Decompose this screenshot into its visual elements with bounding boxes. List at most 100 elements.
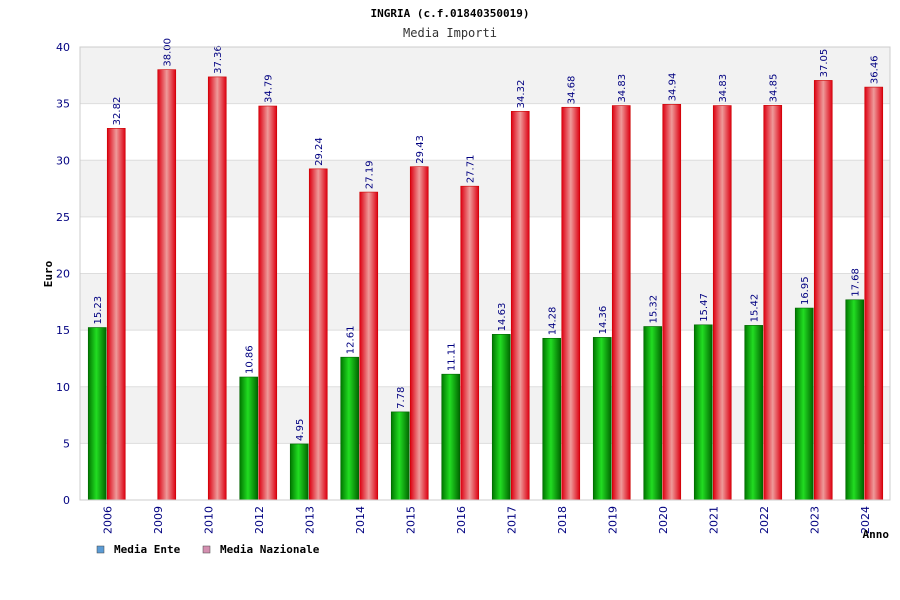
data-label: 27.19 [365, 160, 376, 189]
bar-media-nazionale [864, 86, 884, 501]
bars [87, 69, 884, 501]
data-label: 14.28 [548, 307, 559, 336]
x-tick-label: 2019 [606, 506, 619, 534]
bar-media-nazionale [157, 69, 177, 501]
data-label: 37.36 [213, 45, 224, 74]
chart-subtitle: Media Importi [403, 26, 497, 40]
data-label: 34.32 [516, 80, 527, 109]
bar-media-ente [845, 299, 865, 501]
data-label: 36.46 [870, 55, 881, 84]
x-tick-label: 2006 [101, 506, 114, 534]
y-tick-label: 35 [56, 98, 70, 111]
legend-swatch-media-ente [96, 545, 105, 554]
data-label: 34.83 [718, 74, 729, 103]
x-axis-ticks: 2006 2009 2010 2012 2013 2014 2015 2016 2017 2018… [101, 506, 872, 534]
bar-media-nazionale [712, 105, 732, 501]
y-tick-label: 0 [63, 494, 70, 507]
data-label: 14.63 [497, 303, 508, 332]
bar-media-ente [643, 326, 663, 501]
bar-media-nazionale [662, 104, 682, 501]
bar-media-ente [693, 324, 713, 501]
data-label: 34.83 [617, 74, 628, 103]
data-label: 29.43 [415, 135, 426, 164]
bar-media-ente [794, 307, 814, 501]
bar-media-nazionale [510, 111, 530, 501]
x-tick-label: 2023 [808, 506, 821, 534]
bar-media-ente [239, 376, 259, 501]
x-tick-label: 2009 [152, 506, 165, 534]
bar-media-nazionale [409, 166, 429, 501]
data-labels: 15.23 32.82 38.00 37.36 10.86 34.79 4.95 29.24 1… [93, 38, 881, 441]
bar-media-ente [592, 337, 612, 501]
bar-media-nazionale [460, 185, 480, 501]
y-axis-label: Euro [42, 260, 55, 287]
legend-label-media-ente: Media Ente [114, 543, 181, 556]
legend: Media Ente Media Nazionale [96, 543, 320, 556]
legend-label-media-nazionale: Media Nazionale [220, 543, 320, 556]
data-label: 11.11 [447, 343, 458, 372]
legend-swatch-media-nazionale [202, 545, 211, 554]
bar-media-nazionale [359, 191, 379, 501]
data-label: 15.47 [699, 293, 710, 322]
x-tick-label: 2024 [859, 506, 872, 534]
y-tick-label: 5 [63, 437, 70, 450]
bar-media-ente [441, 373, 461, 501]
data-label: 38.00 [163, 38, 174, 67]
bar-media-ente [340, 356, 360, 501]
plot-border [79, 46, 891, 501]
bar-media-ente [390, 411, 410, 501]
data-label: 15.32 [649, 295, 660, 324]
y-tick-label: 20 [56, 268, 70, 281]
data-label: 15.42 [750, 294, 761, 323]
data-label: 7.78 [396, 387, 407, 409]
x-tick-label: 2020 [657, 506, 670, 534]
bar-media-nazionale [813, 80, 833, 501]
bar-media-nazionale [611, 105, 631, 501]
data-label: 17.68 [851, 268, 862, 297]
bar-media-nazionale [258, 105, 278, 501]
data-label: 34.85 [769, 74, 780, 103]
x-tick-label: 2017 [505, 506, 518, 534]
bar-media-ente [289, 443, 309, 501]
data-label: 27.71 [466, 155, 477, 184]
x-tick-label: 2010 [202, 506, 215, 534]
data-label: 14.36 [598, 306, 609, 335]
y-tick-label: 30 [56, 154, 70, 167]
data-label: 34.79 [264, 74, 275, 103]
x-tick-label: 2014 [354, 506, 367, 534]
data-label: 16.95 [800, 276, 811, 305]
bar-media-nazionale [207, 76, 227, 501]
y-tick-label: 10 [56, 381, 70, 394]
y-tick-label: 40 [56, 41, 70, 54]
x-tick-label: 2016 [455, 506, 468, 534]
data-label: 12.61 [346, 326, 357, 355]
data-label: 29.24 [314, 137, 325, 166]
x-axis-label: Anno [863, 528, 890, 541]
bar-media-ente [87, 327, 107, 501]
x-tick-label: 2012 [253, 506, 266, 534]
bar-media-nazionale [308, 168, 328, 501]
bar-media-ente [491, 334, 511, 501]
data-label: 4.95 [295, 419, 306, 441]
y-tick-label: 15 [56, 324, 70, 337]
data-label: 34.68 [567, 76, 578, 105]
bar-media-nazionale [561, 106, 581, 501]
data-label: 34.94 [668, 73, 679, 102]
y-tick-label: 25 [56, 211, 70, 224]
y-axis-ticks: 0 5 10 15 20 25 30 35 40 [56, 41, 70, 507]
data-label: 10.86 [245, 345, 256, 374]
data-label: 37.05 [819, 49, 830, 78]
x-tick-label: 2015 [404, 506, 417, 534]
x-tick-label: 2021 [707, 506, 720, 534]
chart-title: INGRIA (c.f.01840350019) [371, 7, 530, 20]
bar-media-ente [744, 325, 764, 501]
bar-media-nazionale [106, 128, 126, 501]
bar-media-ente [542, 337, 562, 501]
data-label: 32.82 [112, 97, 123, 126]
data-label: 15.23 [93, 296, 104, 325]
x-tick-label: 2013 [303, 506, 316, 534]
x-tick-label: 2018 [556, 506, 569, 534]
bar-media-nazionale [763, 105, 783, 501]
x-tick-label: 2022 [758, 506, 771, 534]
